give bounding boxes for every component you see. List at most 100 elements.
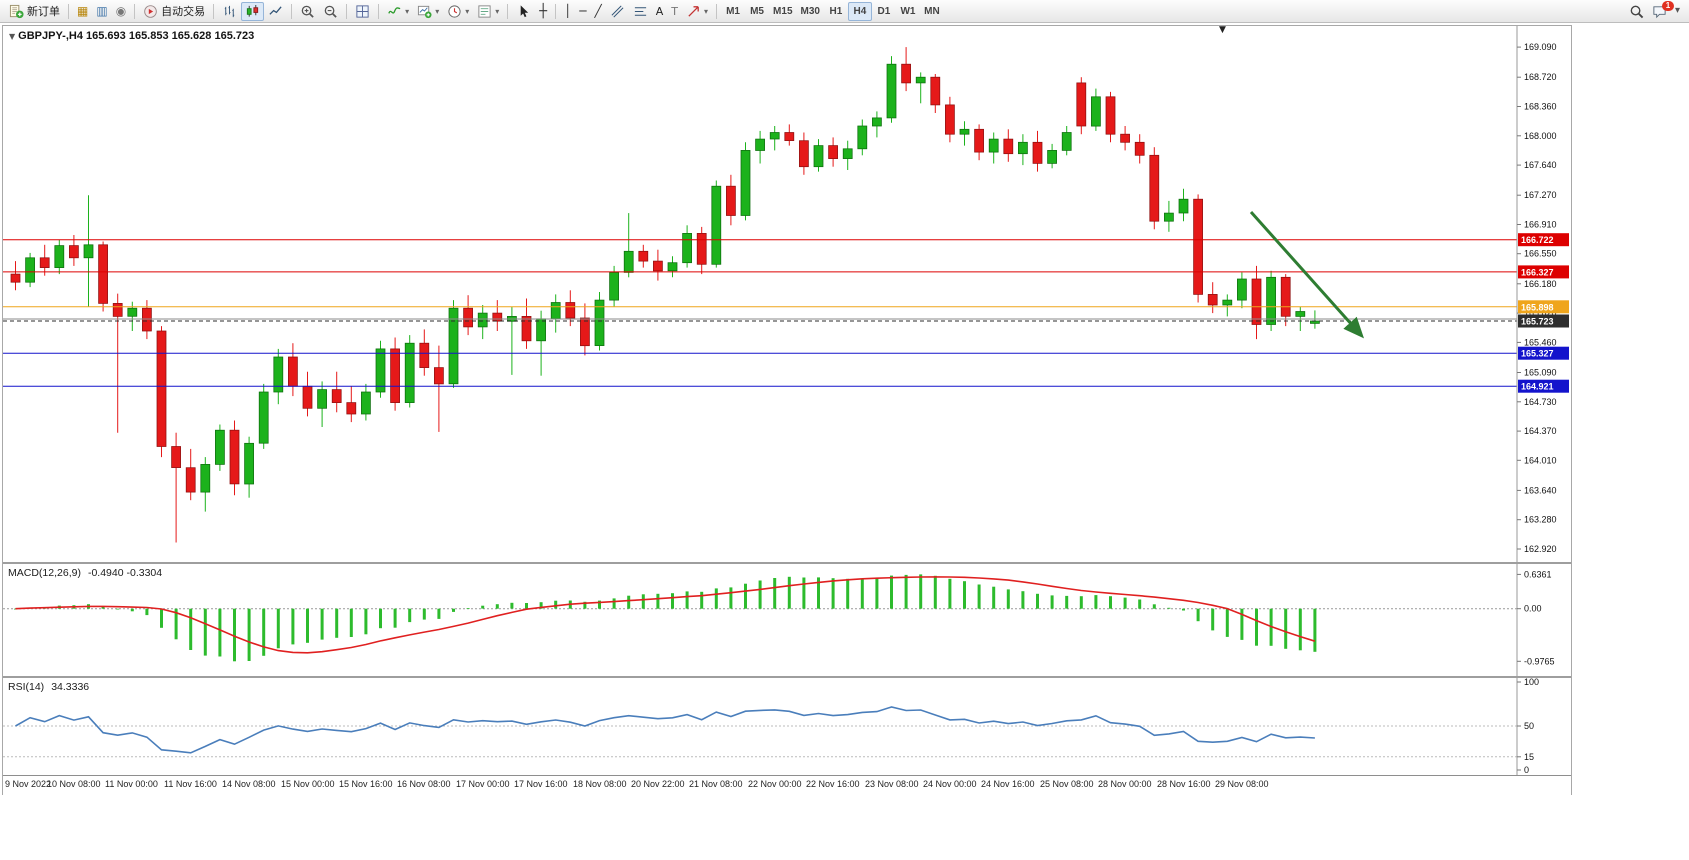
new-order-button[interactable]: 新订单 [5,2,64,21]
toolbar-overflow-button[interactable]: ▾ [1671,2,1684,21]
timeframe-H1-button[interactable]: H1 [824,2,848,21]
navigator-icon: ◉ [115,4,127,18]
cursor-button[interactable] [512,2,535,21]
notifications-button[interactable]: 1 [1648,0,1674,21]
timeframe-M30-button[interactable]: M30 [797,2,824,21]
zoom-in-button[interactable] [296,2,319,21]
time-axis-label: 28 Nov 00:00 [1098,779,1152,789]
svg-text:166.722: 166.722 [1521,235,1554,245]
period-button[interactable]: ▾ [443,2,473,21]
time-axis-label: 18 Nov 08:00 [573,779,627,789]
chart-shift-marker-icon[interactable]: ▼ [1219,25,1226,35]
fibonacci-icon [634,6,646,16]
price-chart-canvas[interactable]: 169.090 168.720 168.360 168.000 167.640 167.2… [3,26,1571,562]
svg-text:165.723: 165.723 [1521,317,1554,327]
toolbar-separator [134,3,136,19]
time-axis-label: 15 Nov 16:00 [339,779,393,789]
bar-chart-button[interactable] [218,2,241,21]
svg-text:166.327: 166.327 [1521,267,1554,277]
label-icon: T [671,4,679,18]
price-axis-tick: 164.370 [1524,426,1557,436]
new-order-button-label: 新订单 [27,6,60,18]
timeframe-M1-button[interactable]: M1 [721,2,745,21]
price-axis-tick: 169.090 [1524,42,1557,52]
rsi-indicator-pane[interactable]: 100 50 15 0 RSI(14) 34.3336 [3,678,1571,775]
market-watch-icon: ▥ [96,4,108,18]
market-watch-button[interactable]: ▥ [92,2,111,21]
fibonacci-button[interactable] [629,2,652,21]
line-chart-button[interactable] [264,2,287,21]
price-chart-pane[interactable]: 169.090 168.720 168.360 168.000 167.640 167.2… [3,25,1571,562]
new-order-icon [9,4,24,18]
zoom-out-button[interactable] [319,2,342,21]
svg-text:165.898: 165.898 [1521,302,1554,312]
chart-symbol-caret-icon[interactable]: ▼ [9,32,16,41]
timeframe-M5-button[interactable]: M5 [745,2,769,21]
rsi-canvas[interactable]: 100 50 15 0 [3,678,1571,775]
price-axis-tick: 168.360 [1524,102,1557,112]
horizontal-line-button[interactable]: ─ [575,2,590,21]
period-icon [448,4,461,18]
time-axis-label: 28 Nov 16:00 [1157,779,1211,789]
trend-arrow-annotation[interactable] [1249,211,1364,339]
rsi-svg[interactable]: 100 50 15 0 [3,678,1569,775]
text-icon: A [655,4,664,18]
macd-indicator-pane[interactable]: 0.6361 0.00 -0.9765 MACD(12,26,9) -0.4940 -… [3,564,1571,676]
pane-splitter[interactable] [3,562,1571,564]
rsi-axis-tick: 50 [1524,721,1534,731]
trendline-button[interactable]: ╱ [591,2,606,21]
navigator-button[interactable]: ◉ [112,2,130,21]
price-badge: 165.723 [1518,314,1569,328]
timeframe-W1-button[interactable]: W1 [896,2,920,21]
chevron-down-icon: ▾ [1674,5,1680,16]
timeframe-MN-button[interactable]: MN [920,2,944,21]
indicators-button[interactable]: ▾ [383,2,413,21]
rsi-axis-tick: 100 [1524,678,1539,687]
price-axis-tick: 164.730 [1524,397,1557,407]
trendline-icon: ╱ [594,4,602,18]
macd-svg[interactable]: 0.6361 0.00 -0.9765 [3,564,1569,676]
label-button[interactable]: T [667,2,682,21]
equidistant-channel-button[interactable] [606,2,629,21]
caret-down-icon: ▾ [435,6,440,16]
timeframe-D1-button[interactable]: D1 [872,2,896,21]
timeframe-H4-button[interactable]: H4 [847,1,872,21]
rsi-label: RSI(14) 34.3336 [8,681,89,693]
arrows-button[interactable]: ▾ [682,2,712,21]
search-button[interactable] [1625,2,1648,21]
auto-trading-button-label: 自动交易 [161,6,206,18]
charts-button[interactable]: ▦ [73,2,92,21]
new-chart-button[interactable]: ▾ [413,2,443,21]
indicators-icon [388,6,401,14]
price-axis-tick: 167.640 [1524,160,1557,170]
toolbar-separator [555,3,557,19]
timeframe-M15-button[interactable]: M15 [769,2,796,21]
price-badge: 166.327 [1518,265,1569,279]
macd-axis-tick: -0.9765 [1524,656,1555,666]
quote-ohlc-text: GBPJPY-,H4 165.693 165.853 165.628 165.7… [18,30,255,42]
candlestick-chart-button[interactable] [241,1,265,21]
time-axis-label: 20 Nov 22:00 [631,779,685,789]
auto-trading-button[interactable]: 自动交易 [139,2,209,21]
pane-splitter[interactable] [3,676,1571,678]
time-axis: 9 Nov 2022 10 Nov 08:00 11 Nov 00:00 11 Nov… [3,775,1571,795]
text-button[interactable]: A [652,2,668,21]
auto-trading-icon [144,4,157,18]
time-axis-label: 25 Nov 08:00 [1040,779,1094,789]
cursor-icon [520,4,529,17]
vertical-line-button[interactable]: │ [560,2,575,21]
macd-axis-tick: 0.00 [1524,604,1542,614]
macd-canvas[interactable]: 0.6361 0.00 -0.9765 [3,564,1571,676]
candlestick-series [10,47,1320,543]
tile-windows-icon [356,4,369,18]
tile-windows-button[interactable] [351,2,374,21]
toolbar-separator [68,3,69,19]
price-axis-tick: 166.910 [1524,220,1557,230]
price-chart-svg[interactable]: 169.090 168.720 168.360 168.000 167.640 167.2… [3,26,1569,562]
crosshair-button[interactable]: ┼ [535,2,551,21]
template-button[interactable]: ▾ [473,2,503,21]
toolbar-separator [291,3,293,19]
chart-plot-background[interactable] [3,26,1569,562]
macd-signal-line [15,576,1316,654]
vline-icon: │ [564,4,572,18]
